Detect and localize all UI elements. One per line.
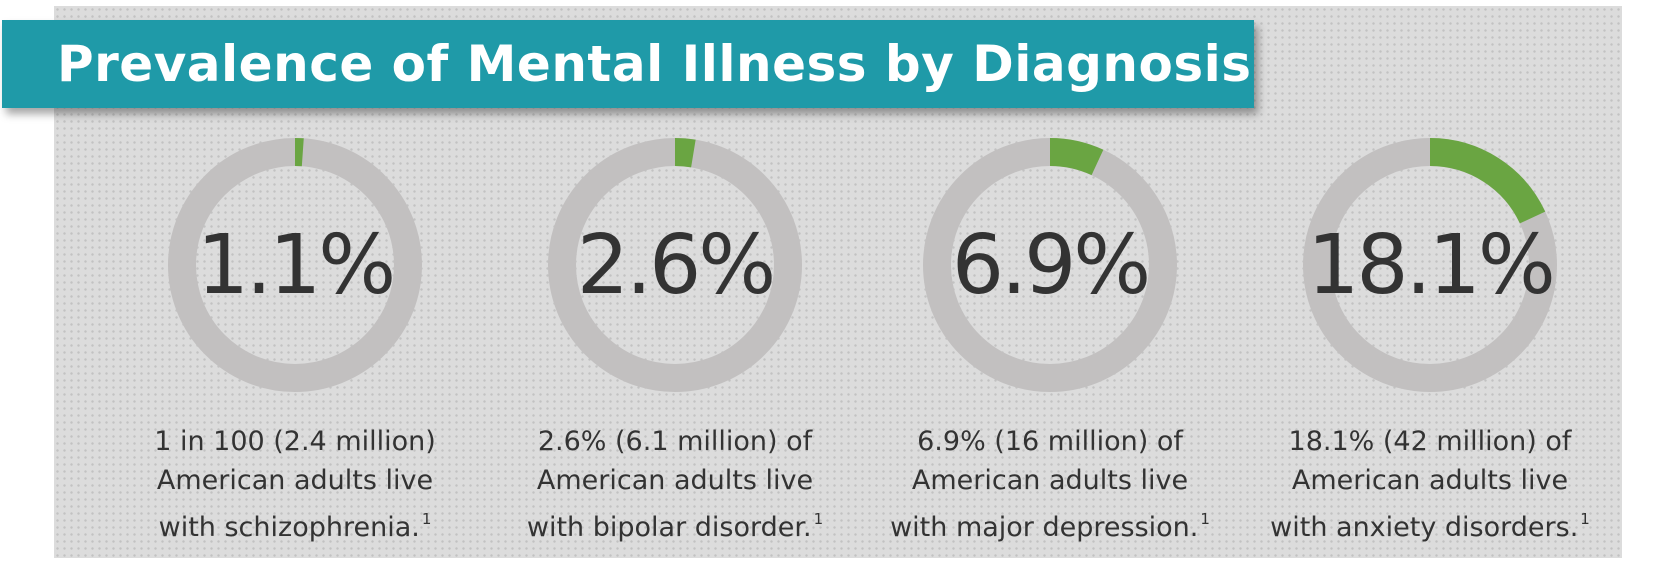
- caption-line: 1 in 100 (2.4 million): [154, 426, 436, 457]
- caption-line: American adults live: [156, 465, 434, 496]
- donut-arc-bipolar: [674, 137, 696, 168]
- title-banner: Prevalence of Mental Illness by Diagnosi…: [2, 20, 1254, 108]
- donut-item-schizophrenia: 1.1% 1 in 100 (2.4 million) American adu…: [90, 130, 490, 560]
- caption-line: American adults live: [536, 465, 814, 496]
- caption-line-text: with schizophrenia.: [158, 512, 420, 543]
- caption-line: with schizophrenia. 1: [90, 500, 500, 547]
- caption-line-text: with bipolar disorder.: [526, 512, 812, 543]
- caption-line: with anxiety disorders. 1: [1225, 500, 1635, 547]
- donut-chart-schizophrenia: [168, 138, 422, 392]
- chart-title: Prevalence of Mental Illness by Diagnosi…: [57, 35, 1252, 93]
- caption-bipolar: 2.6% (6.1 million) of American adults li…: [470, 422, 880, 547]
- percent-label-schizophrenia: 1.1%: [196, 217, 396, 313]
- percent-label-anxiety: 18.1%: [1307, 217, 1556, 313]
- donut-chart-anxiety: [1303, 138, 1557, 392]
- caption-line-text: with major depression.: [890, 512, 1199, 543]
- donut-item-bipolar: 2.6% 2.6% (6.1 million) of American adul…: [470, 130, 870, 560]
- percent-label-bipolar: 2.6%: [576, 217, 776, 313]
- donut-arc-anxiety: [1429, 138, 1546, 224]
- footnote-marker: 1: [813, 510, 824, 528]
- caption-line: with bipolar disorder. 1: [470, 500, 880, 547]
- donut-chart-bipolar: [548, 137, 802, 392]
- footnote-marker: 1: [1200, 510, 1210, 528]
- caption-line: 6.9% (16 million) of: [917, 426, 1183, 457]
- percent-label-depression: 6.9%: [951, 217, 1151, 313]
- footnote-marker: 1: [421, 510, 432, 528]
- caption-anxiety: 18.1% (42 million) of American adults li…: [1225, 422, 1635, 547]
- caption-line: American adults live: [911, 465, 1189, 496]
- donut-item-anxiety: 18.1% 18.1% (42 million) of American adu…: [1225, 130, 1625, 560]
- caption-schizophrenia: 1 in 100 (2.4 million) American adults l…: [90, 422, 500, 547]
- caption-depression: 6.9% (16 million) of American adults liv…: [845, 422, 1255, 547]
- caption-line: 18.1% (42 million) of: [1288, 426, 1572, 457]
- donut-item-depression: 6.9% 6.9% (16 million) of American adult…: [845, 130, 1245, 560]
- caption-line: with major depression. 1: [845, 500, 1255, 547]
- footnote-marker: 1: [1580, 510, 1590, 528]
- caption-line: American adults live: [1291, 465, 1569, 496]
- donut-arc-depression: [1049, 138, 1104, 176]
- caption-line: 2.6% (6.1 million) of: [537, 426, 813, 457]
- caption-line-text: with anxiety disorders.: [1270, 512, 1579, 543]
- donut-chart-depression: [923, 138, 1177, 392]
